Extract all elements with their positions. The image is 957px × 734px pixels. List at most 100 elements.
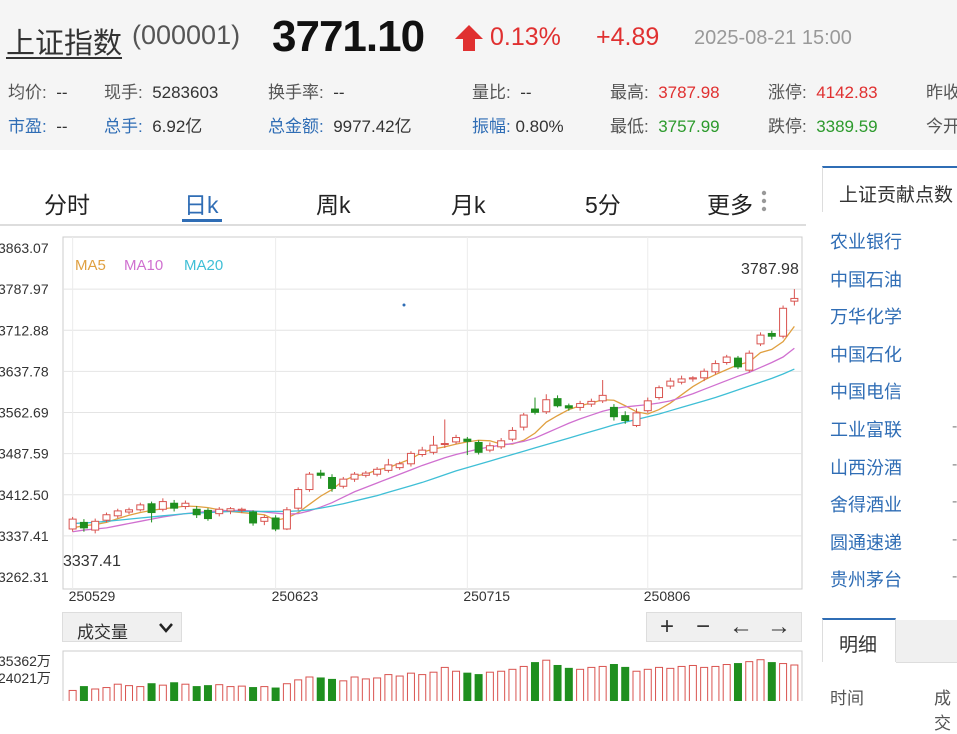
tab-detail[interactable]: 明细 <box>822 618 896 662</box>
sidebar-stock-6[interactable]: 山西汾酒 <box>830 457 902 478</box>
candle <box>474 440 483 455</box>
volume-bar <box>463 672 472 701</box>
sidebar-stock-dash: - <box>952 455 957 473</box>
candle-body <box>564 405 573 409</box>
zoom-out-button[interactable]: − <box>695 613 710 640</box>
candle <box>192 505 201 519</box>
volume-bar <box>328 678 337 701</box>
volume-bar <box>260 686 269 701</box>
candle <box>282 507 291 531</box>
sidebar-stock-4[interactable]: 中国电信 <box>830 382 902 403</box>
candle-body <box>779 307 788 337</box>
volume-bar <box>294 679 303 701</box>
tab-intraday[interactable]: 分时 <box>44 192 90 218</box>
volume-bar <box>733 663 742 701</box>
stat-amplitude: 振幅: 0.80% <box>472 117 564 136</box>
indicator-select[interactable]: 成交量 <box>62 612 182 642</box>
x-tick-label: 250529 <box>69 588 116 604</box>
volume-chart[interactable]: 35362万 24021万 <box>0 650 806 701</box>
volume-bar <box>68 689 77 701</box>
candle <box>655 385 664 400</box>
volume-bar <box>576 668 585 701</box>
candle-body <box>497 440 506 448</box>
volume-bar <box>237 685 246 701</box>
tab-monthly-k[interactable]: 月k <box>451 192 486 218</box>
candle <box>418 446 427 457</box>
candle <box>260 515 269 526</box>
candle-body <box>249 511 258 524</box>
kline-chart[interactable]: 3863.07 3787.97 3712.88 3637.78 3562.69 3487.… <box>0 230 806 615</box>
volume-bar <box>519 665 528 701</box>
candle <box>170 499 179 512</box>
tab-more[interactable]: 更多 <box>707 192 753 218</box>
candle-body <box>170 502 179 509</box>
stat-current-hand: 现手: 5283603 <box>104 83 219 102</box>
candle-body <box>553 398 562 407</box>
candle <box>542 394 551 414</box>
volume-bar <box>564 667 573 701</box>
candle-body <box>643 400 652 412</box>
detail-tab-spacer <box>896 620 957 663</box>
candle-body <box>598 394 607 402</box>
column-header-volume: 成交 <box>934 689 951 733</box>
tab-weekly-k[interactable]: 周k <box>316 192 351 218</box>
candle-body <box>542 399 551 413</box>
sidebar-stock-dash: - <box>952 418 957 435</box>
pan-left-button[interactable]: ← <box>729 613 753 640</box>
sidebar-stock-8[interactable]: 圆通速递 <box>830 532 902 553</box>
y-tick-label: 3562.69 <box>0 405 49 421</box>
candle-body <box>384 464 393 471</box>
candle <box>361 470 370 478</box>
sidebar-stock-5[interactable]: 工业富联 <box>830 420 902 440</box>
volume-bar <box>305 676 314 701</box>
candle-body <box>125 509 134 513</box>
tab-5min[interactable]: 5分 <box>585 192 621 218</box>
volume-bar <box>339 680 348 701</box>
volume-bar <box>779 663 788 701</box>
candle <box>440 419 449 448</box>
volume-bar <box>91 688 100 701</box>
index-name-link[interactable]: 上证指数 <box>6 28 123 60</box>
candle <box>328 474 337 492</box>
y-tick-label: 3262.31 <box>0 569 49 585</box>
candle <box>485 442 494 453</box>
stat-pe: 市盈: -- <box>8 117 68 136</box>
sidebar-stock-1[interactable]: 中国石油 <box>830 269 902 290</box>
candle-body <box>91 520 100 531</box>
pan-right-button[interactable]: → <box>767 613 791 640</box>
candle-body <box>271 517 280 530</box>
candle-body <box>418 449 427 455</box>
volume-bar <box>790 664 799 701</box>
candle-body <box>147 503 156 514</box>
candle <box>305 472 314 492</box>
tab-daily-k[interactable]: 日k <box>184 192 219 218</box>
sidebar-stock-7[interactable]: 舍得酒业 <box>830 495 902 516</box>
candle-body <box>621 415 630 422</box>
candle-body <box>677 378 686 383</box>
chart-marker-dot <box>402 303 406 307</box>
volume-bar <box>756 659 765 701</box>
candle <box>722 354 731 365</box>
candle-body <box>395 463 404 469</box>
zoom-in-button[interactable]: + <box>659 613 674 640</box>
candle <box>79 519 88 532</box>
candle <box>339 476 348 489</box>
candle <box>136 502 145 512</box>
candle <box>271 515 280 532</box>
candle-body <box>68 518 77 530</box>
volume-bar <box>485 671 494 701</box>
x-tick-label: 250623 <box>272 588 319 604</box>
period-tabs: 分时 日k 周k 月k 5分 更多 <box>0 170 806 226</box>
candle-body <box>79 521 88 529</box>
sidebar-stock-9[interactable]: 贵州茅台 <box>830 570 902 591</box>
volume-bar <box>655 666 664 701</box>
candle-body <box>790 297 799 302</box>
volume-bar <box>203 685 212 701</box>
candle-body <box>756 334 765 345</box>
sidebar-stock-0[interactable]: 农业银行 <box>830 232 902 252</box>
sidebar-stock-3[interactable]: 中国石化 <box>830 344 902 365</box>
volume-bar <box>452 670 461 701</box>
candle-body <box>215 508 224 515</box>
sidebar-stock-2[interactable]: 万华化学 <box>830 307 902 328</box>
volume-bar <box>192 686 201 701</box>
